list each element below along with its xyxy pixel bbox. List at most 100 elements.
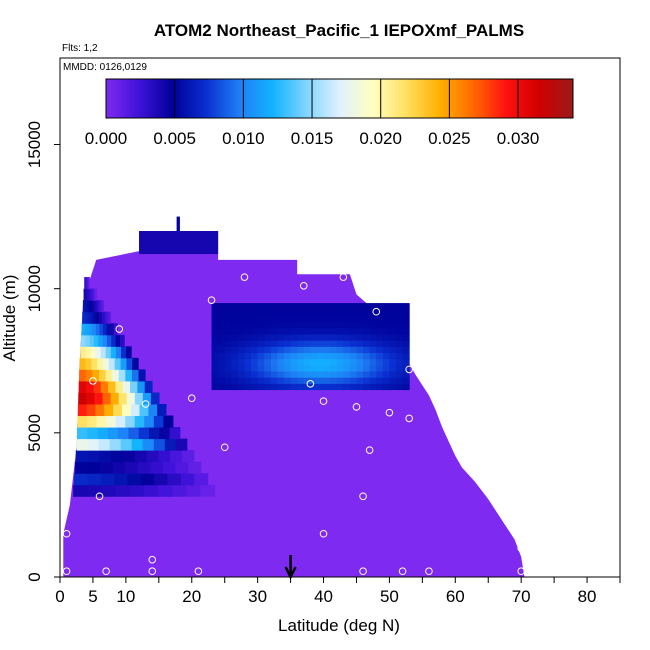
- heat-cell: [244, 315, 252, 323]
- heat-cell: [277, 383, 285, 391]
- heat-cell: [103, 357, 110, 370]
- heat-cell: [290, 309, 298, 316]
- x-axis: 0 5 10 20 30 40 50 60 70 80: [55, 577, 621, 606]
- observation-point: [62, 567, 71, 576]
- observation-point: [75, 276, 84, 284]
- heat-cell: [369, 383, 377, 391]
- heat-cell: [356, 358, 364, 366]
- heat-cell: [251, 346, 259, 354]
- y-tick-label: 5000: [25, 414, 44, 452]
- heat-cell: [382, 358, 390, 366]
- heat-cell: [224, 383, 232, 391]
- heat-cell: [349, 309, 357, 316]
- heat-cell: [343, 383, 351, 391]
- heat-cell: [153, 415, 164, 428]
- heat-cell: [92, 369, 100, 382]
- heat-cell: [277, 321, 285, 329]
- heat-cell: [389, 309, 397, 316]
- heat-cell: [94, 392, 104, 405]
- heat-cell: [107, 427, 119, 440]
- heat-cell: [264, 303, 272, 310]
- heat-cell: [277, 371, 285, 378]
- heat-cell: [93, 300, 96, 313]
- heat-cell: [224, 309, 232, 316]
- heat-cell: [211, 364, 219, 372]
- heat-cell: [369, 371, 377, 378]
- heat-cell: [396, 303, 404, 310]
- observation-point: [240, 273, 249, 281]
- heat-cell: [277, 340, 285, 347]
- heat-cell: [257, 371, 265, 378]
- heat-cell: [121, 404, 132, 417]
- observation-point: [62, 529, 71, 538]
- heat-cell: [134, 392, 144, 405]
- observation-point: [141, 400, 150, 408]
- heat-cell: [110, 392, 120, 405]
- heat-cell: [87, 288, 90, 301]
- heat-cell: [356, 340, 364, 347]
- heat-cell: [130, 380, 138, 393]
- heat-cell: [224, 327, 232, 335]
- heat-cell: [310, 352, 318, 360]
- x-tick-label: 20: [182, 587, 201, 606]
- observation-point: [69, 434, 77, 443]
- heat-cell: [270, 352, 278, 360]
- heat-cell: [284, 327, 292, 335]
- heat-cell: [303, 327, 311, 335]
- heat-cell: [356, 303, 364, 310]
- heat-cell: [336, 321, 344, 329]
- heat-cell: [343, 309, 351, 316]
- heat-cell: [142, 438, 155, 451]
- heat-cell: [297, 340, 305, 347]
- heat-cell: [257, 383, 265, 391]
- heat-cell: [323, 364, 331, 372]
- heat-cell: [310, 321, 318, 329]
- heat-cell: [78, 392, 87, 405]
- heat-cell: [264, 377, 272, 384]
- heat-cell: [382, 309, 390, 316]
- heat-cell: [224, 364, 232, 372]
- heat-cell: [231, 321, 239, 329]
- heat-cell: [396, 352, 404, 360]
- heat-cell: [99, 300, 102, 313]
- heat-cell: [101, 311, 106, 324]
- heat-cell: [110, 323, 115, 336]
- heat-cell: [316, 358, 325, 366]
- heat-cell: [110, 346, 117, 359]
- heat-cell: [323, 321, 331, 329]
- heat-cell: [396, 333, 404, 341]
- heat-cell: [131, 369, 140, 382]
- heat-cell: [264, 321, 272, 329]
- heat-cell: [122, 450, 136, 463]
- heat-cell: [382, 340, 390, 347]
- heat-cell: [77, 427, 88, 440]
- heat-cell: [211, 377, 219, 384]
- heat-cell: [270, 333, 278, 341]
- heat-cell: [130, 404, 141, 417]
- heat-cell: [303, 352, 311, 360]
- heat-cell: [402, 321, 410, 329]
- heat-cell: [144, 380, 153, 393]
- heat-cell: [356, 315, 364, 323]
- heat-cell: [107, 311, 111, 324]
- heat-cell: [218, 340, 226, 347]
- heat-cell: [115, 484, 131, 497]
- heat-cell: [264, 352, 272, 360]
- heat-cell: [290, 358, 298, 366]
- heat-cell: [363, 303, 371, 310]
- heat-cell: [73, 484, 88, 497]
- observation-point: [352, 403, 361, 411]
- x-axis-label: Latitude (deg N): [278, 616, 400, 635]
- heat-cell: [270, 371, 278, 378]
- heat-cell: [343, 333, 351, 341]
- heat-cell: [382, 377, 390, 384]
- heat-cell: [257, 352, 265, 360]
- heat-cell: [284, 340, 292, 347]
- heat-cell: [98, 369, 107, 382]
- heat-cell: [343, 377, 351, 384]
- heat-cell: [90, 346, 97, 359]
- heat-cell: [90, 311, 94, 324]
- heat-cell: [316, 352, 325, 360]
- heat-cell: [389, 377, 397, 384]
- heat-cell: [356, 321, 364, 329]
